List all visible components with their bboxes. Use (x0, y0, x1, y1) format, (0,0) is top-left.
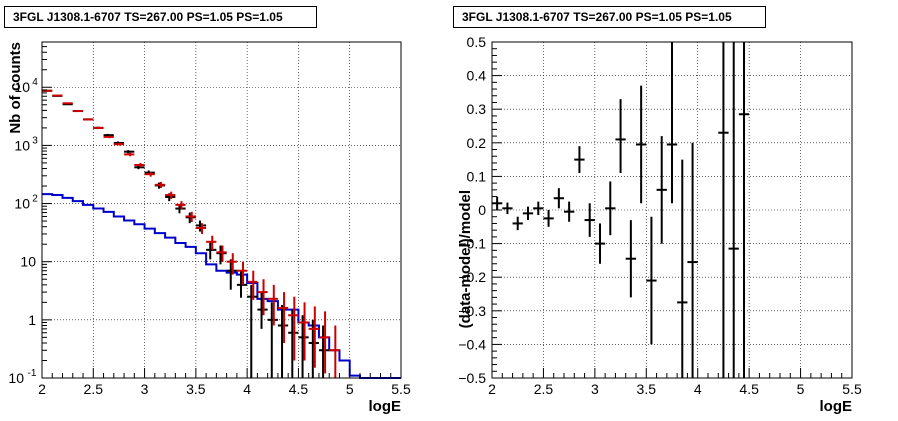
right-residual-point (738, 42, 750, 378)
right-y-tick-label: 0.4 (467, 68, 487, 84)
right-y-tick-label: −0.2 (458, 269, 486, 285)
left-model-point (236, 261, 248, 285)
left-model-point (226, 253, 237, 275)
right-y-axis-label: (data-model)/model (457, 190, 474, 328)
right-x-tick-label: 3 (591, 381, 599, 397)
left-model-point (113, 142, 125, 146)
left-model-point (206, 235, 217, 250)
left-model-point (216, 245, 227, 262)
left-y-tick-label: 1 (28, 312, 36, 328)
left-x-tick-label: 5.5 (391, 381, 411, 397)
right-residual-point (687, 142, 698, 378)
left-x-tick-label: 5 (346, 381, 354, 397)
right-residual-point (512, 216, 523, 231)
right-residual-point (584, 203, 595, 237)
left-model-point (195, 223, 207, 234)
left-y-tick-exponent: 2 (32, 194, 38, 205)
left-data-point (124, 150, 135, 154)
right-y-tick-label: 0.2 (467, 135, 487, 151)
left-model-point (298, 302, 309, 361)
right-residual-point (646, 216, 657, 345)
left-model-point (52, 94, 63, 97)
right-y-tick-label: 0.1 (467, 168, 487, 184)
right-residual-point (625, 220, 636, 298)
left-y-tick-label: 10 (20, 254, 36, 270)
left-y-tick-exponent: 4 (32, 77, 38, 88)
left-model-point (257, 279, 268, 316)
left-y-tick-label: 10 (14, 79, 30, 95)
right-residual-point (564, 201, 575, 222)
left-model-point (93, 126, 104, 130)
right-residual-point (502, 202, 513, 215)
left-model-point (83, 118, 94, 121)
left-model-point (288, 296, 299, 361)
right-residual-point (666, 42, 678, 204)
right-x-tick-label: 2 (488, 381, 496, 397)
right-residual-point (718, 42, 729, 378)
left-y-tick-exponent: 3 (32, 135, 38, 146)
right-residual-point (636, 85, 647, 204)
left-model-point (103, 135, 114, 139)
right-x-tick-label: 5.5 (842, 381, 862, 397)
left-model-point (308, 306, 319, 368)
left-model-point (42, 89, 53, 92)
right-residual-point (615, 99, 626, 174)
right-residual-point (533, 201, 544, 216)
right-y-tick-label: −0.4 (458, 336, 486, 352)
left-y-axis-label: Nb of counts (7, 42, 24, 134)
left-model-point (72, 110, 84, 113)
left-model-point (62, 102, 73, 105)
right-y-tick-label: 0.5 (467, 34, 487, 50)
left-y-tick-exponent: -1 (28, 368, 37, 379)
left-model-point (144, 171, 155, 177)
left-y-tick-label: 10 (14, 196, 30, 212)
left-x-axis-label: logE (369, 398, 402, 415)
left-x-tick-label: 2 (38, 381, 46, 397)
left-x-tick-label: 3 (141, 381, 149, 397)
left-x-tick-label: 2.5 (84, 381, 104, 397)
left-model-point (329, 325, 340, 378)
left-model-point (185, 211, 196, 223)
right-y-tick-label: −0.1 (458, 236, 486, 252)
left-model-point (175, 201, 186, 210)
left-x-tick-label: 4.5 (289, 381, 309, 397)
left-plot-title: 3FGL J1308.1-6707 TS=267.00 PS=1.05 PS=1… (4, 6, 317, 28)
left-model-point (165, 191, 176, 199)
left-model-step-line (42, 193, 401, 379)
right-x-tick-label: 2.5 (534, 381, 554, 397)
left-plot-frame (41, 41, 402, 379)
left-model-point (318, 311, 330, 374)
right-x-tick-label: 5 (797, 381, 805, 397)
left-y-tick-label: 10 (8, 370, 24, 386)
left-model-point (267, 284, 278, 326)
left-x-tick-label: 4 (243, 381, 251, 397)
right-residual-point (553, 188, 564, 209)
right-x-tick-label: 3.5 (637, 381, 657, 397)
right-residual-point (522, 206, 534, 221)
right-residual-point (728, 42, 739, 378)
left-x-tick-label: 3.5 (186, 381, 206, 397)
right-y-tick-label: −0.3 (458, 303, 486, 319)
left-model-point (247, 270, 258, 300)
right-y-tick-label: −0.5 (458, 370, 486, 386)
right-x-axis-label: logE (820, 398, 853, 415)
right-residual-point (574, 146, 585, 174)
right-residual-point (605, 181, 616, 236)
left-model-point (124, 152, 135, 157)
right-residual-point (594, 223, 606, 264)
right-x-tick-label: 4 (694, 381, 702, 397)
left-model-point (134, 162, 145, 168)
right-residual-point (543, 210, 554, 227)
right-residual-point (677, 159, 688, 378)
right-y-tick-label: 0.3 (467, 101, 487, 117)
right-plot-title: 3FGL J1308.1-6707 TS=267.00 PS=1.05 PS=1… (453, 6, 766, 28)
left-y-tick-label: 10 (14, 137, 30, 153)
left-model-point (154, 181, 166, 189)
right-y-tick-label: 0 (478, 202, 486, 218)
right-x-tick-label: 4.5 (739, 381, 759, 397)
left-model-point (277, 292, 289, 343)
right-residual-point (656, 136, 667, 244)
